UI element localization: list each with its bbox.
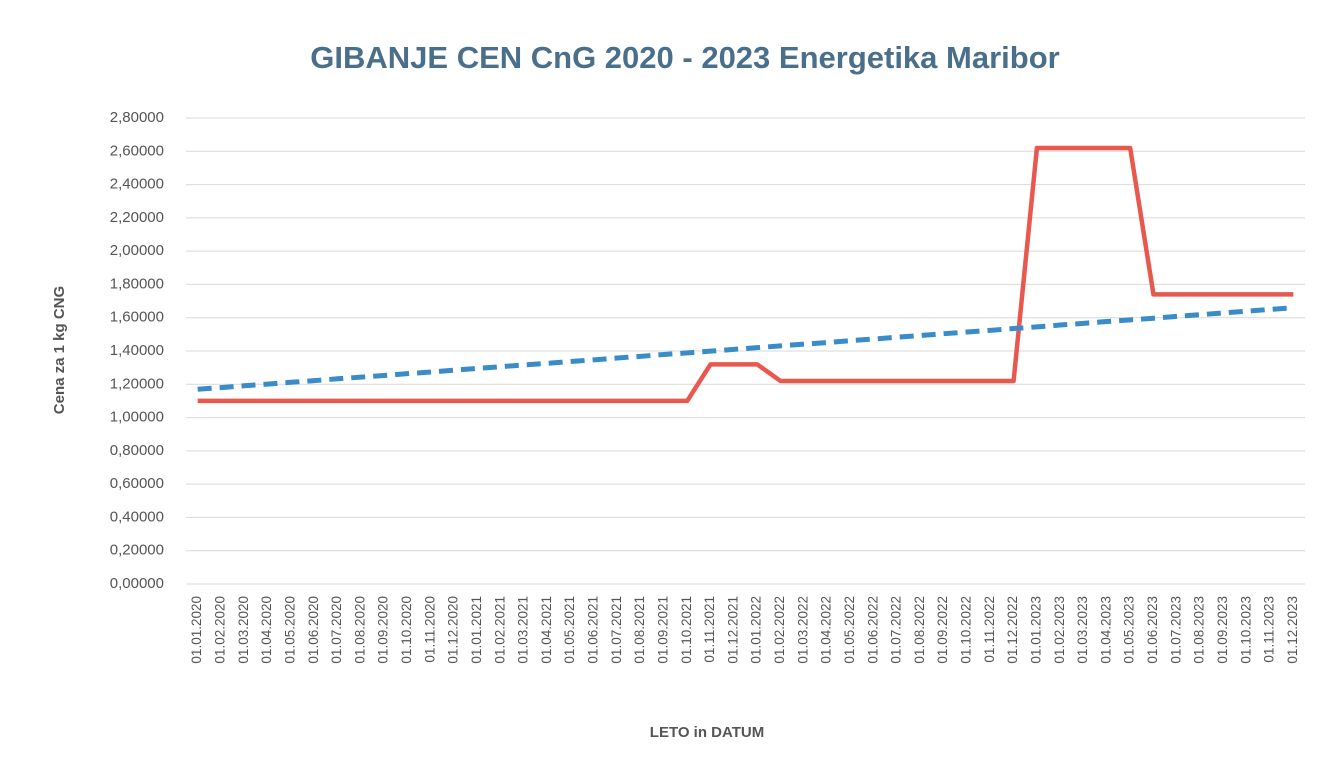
- x-tick-label: 01.08.2023: [1192, 596, 1207, 664]
- x-tick-label: 01.11.2022: [982, 596, 997, 663]
- x-tick-label: 01.06.2021: [586, 596, 601, 664]
- x-tick-label: 01.01.2022: [749, 596, 764, 664]
- x-tick-label: 01.07.2022: [889, 596, 904, 664]
- x-tick-label: 01.11.2021: [702, 596, 717, 663]
- x-tick-label: 01.04.2023: [1098, 596, 1113, 664]
- y-tick-label: 2,80000: [110, 109, 164, 126]
- y-tick-label: 0,20000: [110, 542, 164, 559]
- y-tick-label: 1,20000: [110, 375, 164, 392]
- y-tick-label: 2,20000: [110, 209, 164, 226]
- x-tick-label: 01.04.2021: [539, 596, 554, 664]
- x-tick-label: 01.01.2023: [1028, 596, 1043, 664]
- x-tick-label: 01.11.2023: [1262, 596, 1277, 663]
- x-tick-label: 01.08.2020: [352, 596, 367, 664]
- x-tick-label: 01.12.2020: [446, 596, 461, 664]
- x-tick-label: 01.07.2020: [329, 596, 344, 664]
- x-tick-label: 01.10.2020: [399, 596, 414, 664]
- y-tick-label: 0,80000: [110, 442, 164, 459]
- x-tick-label: 01.07.2023: [1168, 596, 1183, 664]
- x-tick-label: 01.04.2020: [259, 596, 274, 664]
- x-tick-label: 01.05.2020: [282, 596, 297, 664]
- x-tick-label: 01.12.2021: [725, 596, 740, 664]
- x-tick-label: 01.05.2022: [842, 596, 857, 664]
- x-tick-label: 01.03.2023: [1075, 596, 1090, 664]
- x-tick-label: 01.11.2020: [422, 596, 437, 663]
- x-tick-label: 01.10.2022: [959, 596, 974, 664]
- y-axis-title: Cena za 1 kg CNG: [51, 286, 68, 414]
- x-axis-title: LETO in DATUM: [650, 724, 764, 741]
- x-tick-label: 01.08.2022: [912, 596, 927, 664]
- x-tick-label: 01.08.2021: [632, 596, 647, 664]
- x-tick-label: 01.03.2020: [236, 596, 251, 664]
- x-tick-label: 01.01.2020: [189, 596, 204, 664]
- y-tick-label: 2,40000: [110, 176, 164, 193]
- y-tick-label: 0,60000: [110, 475, 164, 492]
- x-tick-label: 01.01.2021: [469, 596, 484, 664]
- x-tick-label: 01.04.2022: [819, 596, 834, 664]
- x-tick-label: 01.10.2021: [679, 596, 694, 664]
- chart-title: GIBANJE CEN CnG 2020 - 2023 Energetika M…: [310, 40, 1059, 75]
- x-tick-label: 01.02.2023: [1052, 596, 1067, 664]
- x-tick-label: 01.03.2021: [516, 596, 531, 664]
- y-tick-label: 0,00000: [110, 575, 164, 592]
- x-tick-label: 01.03.2022: [795, 596, 810, 664]
- x-tick-label: 01.09.2023: [1215, 596, 1230, 664]
- x-tick-label: 01.09.2022: [935, 596, 950, 664]
- x-tick-label: 01.05.2021: [562, 596, 577, 664]
- y-tick-label: 1,40000: [110, 342, 164, 359]
- x-tick-label: 01.06.2023: [1145, 596, 1160, 664]
- x-tick-label: 01.06.2020: [306, 596, 321, 664]
- x-tick-label: 01.12.2023: [1285, 596, 1300, 664]
- x-tick-label: 01.02.2022: [772, 596, 787, 664]
- x-tick-label: 01.10.2023: [1238, 596, 1253, 664]
- x-tick-label: 01.07.2021: [609, 596, 624, 664]
- x-tick-label: 01.09.2021: [655, 596, 670, 664]
- price-line: [197, 145, 1294, 404]
- x-tick-label: 01.02.2021: [492, 596, 507, 664]
- x-tick-label: 01.05.2023: [1122, 596, 1137, 664]
- x-tick-label: 01.12.2022: [1005, 596, 1020, 664]
- y-tick-label: 2,60000: [110, 142, 164, 159]
- y-tick-label: 2,00000: [110, 242, 164, 259]
- y-tick-label: 1,60000: [110, 309, 164, 326]
- y-tick-label: 1,00000: [110, 409, 164, 426]
- trend-line: [197, 305, 1294, 392]
- x-tick-label: 01.02.2020: [213, 596, 228, 664]
- y-tick-label: 1,80000: [110, 275, 164, 292]
- y-tick-label: 0,40000: [110, 508, 164, 525]
- x-tick-label: 01.06.2022: [865, 596, 880, 664]
- x-tick-label: 01.09.2020: [376, 596, 391, 664]
